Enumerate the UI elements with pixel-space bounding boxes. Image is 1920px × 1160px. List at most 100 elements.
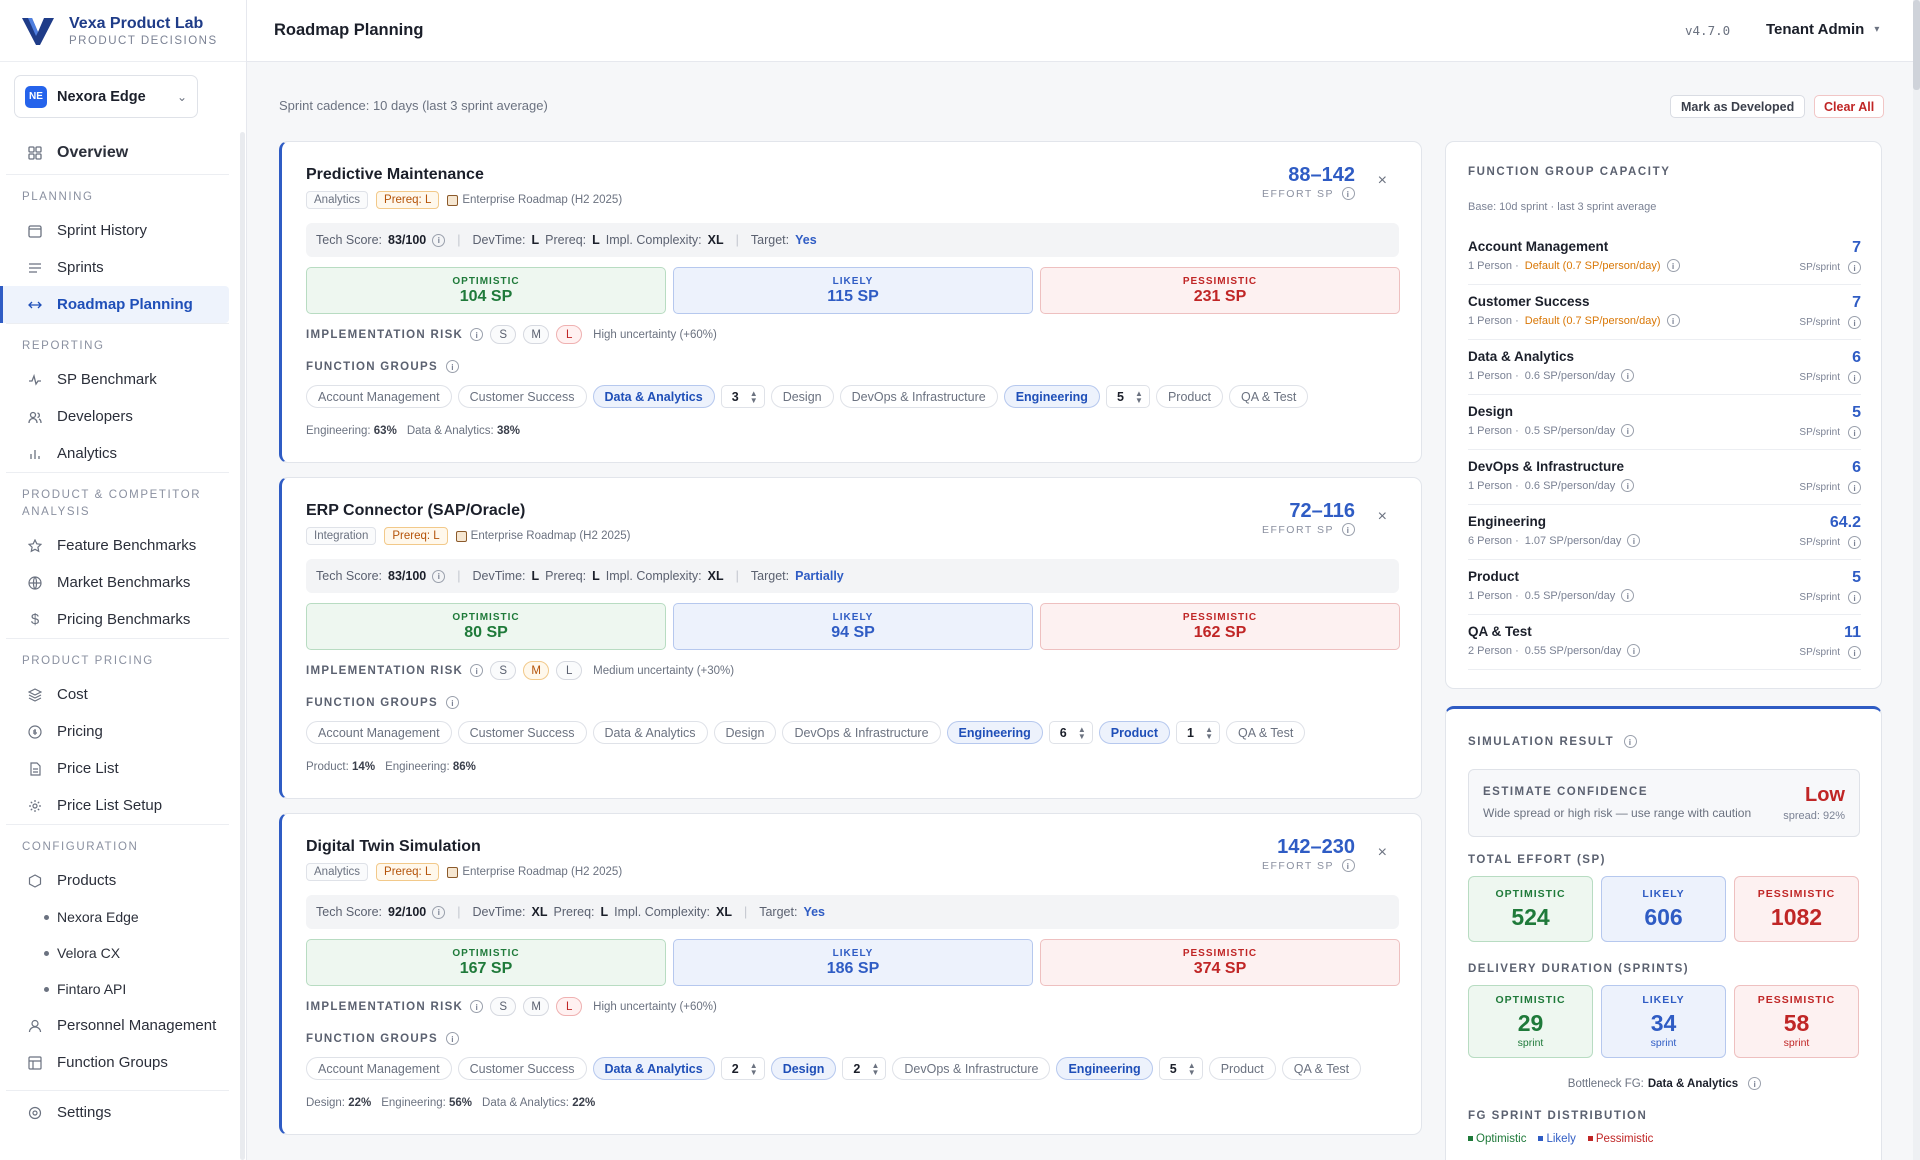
- sidebar-item-roadmap-planning[interactable]: Roadmap Planning: [0, 286, 229, 323]
- sidebar-item-developers[interactable]: Developers: [0, 398, 240, 435]
- function-group-chip[interactable]: DevOps & Infrastructure: [782, 721, 941, 744]
- info-icon[interactable]: i: [1627, 534, 1641, 547]
- product-selector[interactable]: NE Nexora Edge ⌄: [14, 75, 198, 118]
- sidebar-item-sp-benchmark[interactable]: SP Benchmark: [0, 361, 240, 398]
- info-icon[interactable]: i: [470, 328, 484, 341]
- sidebar-subitem-product[interactable]: Nexora Edge: [0, 899, 240, 935]
- info-icon[interactable]: i: [445, 360, 459, 373]
- info-icon[interactable]: i: [1627, 644, 1641, 657]
- count-stepper[interactable]: 1 ▲ ▼: [1176, 721, 1220, 744]
- risk-option-l[interactable]: L: [556, 997, 583, 1016]
- sidebar-item-sprint-history[interactable]: Sprint History: [0, 212, 240, 249]
- updown-icon[interactable]: ▲ ▼: [1077, 724, 1086, 741]
- info-icon[interactable]: i: [1666, 314, 1680, 327]
- info-icon[interactable]: i: [1621, 424, 1635, 437]
- sidebar-item-function-groups[interactable]: Function Groups: [0, 1044, 240, 1081]
- sidebar-item-price-list-setup[interactable]: Price List Setup: [0, 787, 240, 824]
- function-group-chip[interactable]: Product: [1208, 1057, 1276, 1080]
- info-icon[interactable]: i: [1666, 259, 1680, 272]
- risk-option-m[interactable]: M: [523, 325, 550, 344]
- scrollbar-thumb[interactable]: [1913, 0, 1920, 90]
- page-scrollbar[interactable]: [1913, 0, 1920, 1160]
- info-icon[interactable]: i: [1848, 371, 1861, 384]
- sidebar-item-personnel[interactable]: Personnel Management: [0, 1007, 240, 1044]
- risk-option-l[interactable]: L: [556, 325, 583, 344]
- sidebar-item-products[interactable]: Products: [0, 862, 240, 899]
- info-icon[interactable]: i: [445, 1032, 459, 1045]
- function-group-chip[interactable]: QA & Test: [1226, 721, 1306, 744]
- function-group-chip[interactable]: Engineering: [1003, 385, 1100, 408]
- function-group-chip[interactable]: Data & Analytics: [592, 721, 708, 744]
- mark-developed-button[interactable]: Mark as Developed: [1670, 95, 1806, 118]
- sidebar-subitem-product[interactable]: Fintaro API: [0, 971, 240, 1007]
- function-group-chip[interactable]: Account Management: [306, 385, 452, 408]
- sidebar-item-sprints[interactable]: Sprints: [0, 249, 240, 286]
- info-icon[interactable]: i: [432, 233, 446, 247]
- function-group-chip[interactable]: Engineering: [1056, 1057, 1153, 1080]
- function-group-chip[interactable]: QA & Test: [1229, 385, 1309, 408]
- updown-icon[interactable]: ▲ ▼: [1187, 1060, 1196, 1077]
- close-icon[interactable]: ×: [1377, 844, 1387, 861]
- function-group-chip[interactable]: DevOps & Infrastructure: [892, 1057, 1051, 1080]
- sidebar-item-feature-benchmarks[interactable]: Feature Benchmarks: [0, 527, 240, 564]
- function-group-chip[interactable]: Product: [1098, 721, 1170, 744]
- function-group-chip[interactable]: Data & Analytics: [592, 1057, 715, 1080]
- info-icon[interactable]: i: [432, 569, 446, 583]
- sidebar-item-analytics[interactable]: Analytics: [0, 435, 240, 472]
- clear-all-button[interactable]: Clear All: [1814, 95, 1885, 118]
- updown-icon[interactable]: ▲ ▼: [1205, 724, 1213, 741]
- info-icon[interactable]: i: [1342, 187, 1355, 200]
- info-icon[interactable]: i: [1848, 261, 1861, 274]
- function-group-chip[interactable]: Engineering: [946, 721, 1043, 744]
- close-icon[interactable]: ×: [1377, 508, 1387, 525]
- info-icon[interactable]: i: [445, 696, 459, 709]
- info-icon[interactable]: i: [1621, 479, 1635, 492]
- updown-icon[interactable]: ▲ ▼: [749, 1060, 758, 1077]
- info-icon[interactable]: i: [1848, 536, 1861, 549]
- risk-option-l[interactable]: L: [556, 661, 583, 680]
- function-group-chip[interactable]: DevOps & Infrastructure: [839, 385, 998, 408]
- function-group-chip[interactable]: Customer Success: [457, 721, 587, 744]
- function-group-chip[interactable]: Customer Success: [457, 1057, 587, 1080]
- info-icon[interactable]: i: [1624, 735, 1638, 748]
- updown-icon[interactable]: ▲ ▼: [1135, 388, 1143, 405]
- risk-option-m[interactable]: M: [523, 661, 550, 680]
- info-icon[interactable]: i: [1848, 316, 1861, 329]
- updown-icon[interactable]: ▲ ▼: [749, 388, 758, 405]
- function-group-chip[interactable]: Design: [770, 1057, 837, 1080]
- count-stepper[interactable]: 2 ▲ ▼: [720, 1057, 765, 1080]
- info-icon[interactable]: i: [1342, 859, 1355, 872]
- function-group-chip[interactable]: Customer Success: [457, 385, 587, 408]
- function-group-chip[interactable]: Account Management: [306, 1057, 452, 1080]
- sidebar-item-pricing[interactable]: Pricing: [0, 713, 240, 750]
- info-icon[interactable]: i: [1848, 646, 1861, 659]
- function-group-chip[interactable]: Design: [770, 385, 834, 408]
- sidebar-scrollbar[interactable]: [240, 132, 245, 1160]
- info-icon[interactable]: i: [1848, 481, 1861, 494]
- info-icon[interactable]: i: [1621, 369, 1635, 382]
- count-stepper[interactable]: 5 ▲ ▼: [1158, 1057, 1203, 1080]
- info-icon[interactable]: i: [432, 905, 446, 919]
- sidebar-item-cost[interactable]: Cost: [0, 676, 240, 713]
- sidebar-item-price-list[interactable]: Price List: [0, 750, 240, 787]
- info-icon[interactable]: i: [1848, 426, 1861, 439]
- function-group-chip[interactable]: QA & Test: [1281, 1057, 1362, 1080]
- info-icon[interactable]: i: [1848, 591, 1861, 604]
- info-icon[interactable]: i: [1342, 523, 1355, 536]
- sidebar-item-market-benchmarks[interactable]: Market Benchmarks: [0, 564, 240, 601]
- updown-icon[interactable]: ▲ ▼: [871, 1060, 880, 1077]
- risk-option-m[interactable]: M: [523, 997, 550, 1016]
- info-icon[interactable]: i: [470, 664, 484, 677]
- count-stepper[interactable]: 6 ▲ ▼: [1048, 721, 1093, 744]
- count-stepper[interactable]: 3 ▲ ▼: [720, 385, 765, 408]
- risk-option-s[interactable]: S: [490, 997, 517, 1016]
- sidebar-subitem-product[interactable]: Velora CX: [0, 935, 240, 971]
- function-group-chip[interactable]: Product: [1155, 385, 1224, 408]
- tenant-menu[interactable]: Tenant Admin ▾: [1766, 21, 1879, 38]
- info-icon[interactable]: i: [470, 1000, 484, 1013]
- sidebar-item-settings[interactable]: Settings: [0, 1094, 240, 1131]
- sidebar-item-pricing-benchmarks[interactable]: $ Pricing Benchmarks: [0, 601, 240, 638]
- risk-option-s[interactable]: S: [490, 661, 517, 680]
- sidebar-item-overview[interactable]: Overview: [0, 132, 240, 174]
- info-icon[interactable]: i: [1621, 589, 1635, 602]
